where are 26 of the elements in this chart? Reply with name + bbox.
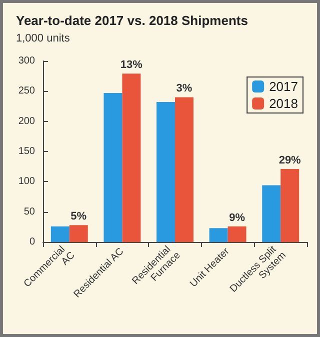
y-tick-label: 100 — [18, 176, 36, 188]
bar — [156, 102, 175, 242]
annotation: 13% — [120, 59, 143, 72]
y-tick-label: 50 — [24, 206, 36, 218]
chart-title: Year-to-date 2017 vs. 2018 Shipments — [16, 13, 248, 28]
bar — [122, 74, 141, 242]
y-tick-label: 250 — [18, 86, 36, 97]
bar — [280, 168, 300, 242]
bar — [175, 97, 194, 242]
bar — [50, 226, 70, 242]
y-tick-label: 300 — [18, 56, 36, 66]
annotation: 3% — [176, 82, 192, 95]
bar — [209, 228, 228, 242]
annotation: 29% — [278, 154, 302, 166]
legend-label: 2018 — [269, 96, 298, 111]
bar — [69, 225, 88, 242]
annotation: 9% — [229, 212, 246, 224]
y-tick-label: 150 — [18, 146, 36, 157]
y-tick-label: 0 — [29, 236, 36, 248]
bar — [228, 226, 246, 242]
y-tick-label: 200 — [18, 116, 36, 127]
y-axis-title: 1,000 units — [16, 32, 70, 44]
legend-label: 2017 — [269, 79, 298, 94]
annotation: 5% — [70, 210, 87, 223]
bar — [262, 185, 281, 242]
bar — [104, 92, 122, 242]
